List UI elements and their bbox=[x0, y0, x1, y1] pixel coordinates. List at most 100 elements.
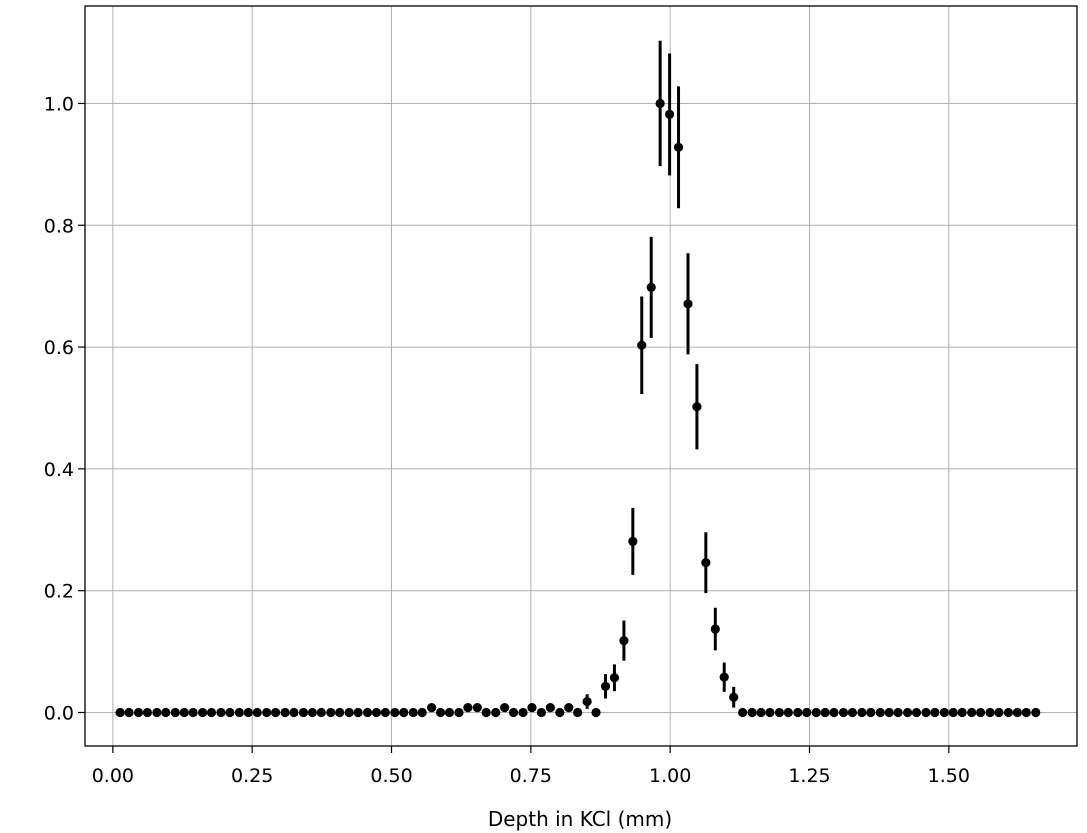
data-point bbox=[454, 707, 464, 718]
data-point bbox=[326, 707, 336, 718]
data-point bbox=[435, 707, 446, 718]
data-point bbox=[902, 707, 913, 718]
data-point bbox=[701, 558, 711, 568]
data-point bbox=[380, 707, 390, 718]
data-point bbox=[399, 707, 409, 718]
y-axis-ticks: 0.0 0.2 0.4 0.6 0.8 1.0 bbox=[44, 93, 85, 725]
data-point bbox=[353, 707, 363, 718]
y-tick-label: 0.0 bbox=[44, 703, 74, 725]
data-point bbox=[838, 707, 849, 718]
data-point bbox=[628, 536, 638, 546]
data-point bbox=[142, 707, 153, 718]
data-point bbox=[765, 707, 775, 718]
data-point bbox=[161, 707, 171, 718]
x-axis-label: Depth in KCl (mm) bbox=[488, 807, 672, 831]
data-point bbox=[921, 707, 931, 718]
x-tick-label: 1.50 bbox=[928, 765, 970, 787]
data-point bbox=[600, 681, 611, 691]
data-point bbox=[197, 707, 208, 718]
data-point bbox=[609, 673, 620, 683]
data-point bbox=[417, 707, 427, 718]
data-point bbox=[555, 707, 565, 718]
data-point bbox=[994, 707, 1004, 718]
data-point bbox=[225, 707, 235, 718]
data-point bbox=[262, 707, 272, 718]
data-point bbox=[472, 703, 482, 713]
data-point bbox=[637, 340, 647, 350]
data-point bbox=[619, 636, 629, 646]
data-point bbox=[802, 707, 812, 718]
data-point bbox=[444, 707, 455, 718]
data-point bbox=[866, 707, 876, 718]
data-point bbox=[500, 703, 510, 713]
data-point bbox=[591, 707, 601, 718]
data-point bbox=[390, 707, 400, 718]
data-point bbox=[719, 672, 729, 682]
data-point bbox=[975, 707, 986, 718]
data-point bbox=[298, 707, 309, 718]
data-point bbox=[1021, 707, 1031, 718]
data-point bbox=[756, 707, 766, 718]
data-point bbox=[564, 703, 574, 713]
data-point bbox=[463, 703, 473, 713]
data-point bbox=[893, 707, 903, 718]
data-point bbox=[985, 707, 995, 718]
data-point bbox=[408, 707, 418, 718]
data-point bbox=[948, 707, 958, 718]
x-tick-label: 1.00 bbox=[649, 765, 691, 787]
data-point bbox=[371, 707, 382, 718]
data-point bbox=[491, 707, 501, 718]
data-point bbox=[536, 707, 547, 718]
data-point bbox=[875, 707, 885, 718]
grid-lines bbox=[85, 6, 1077, 746]
data-point bbox=[582, 696, 592, 707]
data-point bbox=[427, 703, 437, 713]
data-point bbox=[573, 707, 583, 718]
x-axis-ticks: 0.00 0.25 0.50 0.75 1.00 1.25 1.50 bbox=[92, 746, 970, 787]
data-point bbox=[829, 707, 839, 718]
data-point bbox=[911, 707, 922, 718]
y-tick-label: 0.8 bbox=[44, 215, 74, 237]
data-point bbox=[665, 109, 675, 120]
y-tick-label: 0.6 bbox=[44, 337, 74, 359]
data-point bbox=[252, 707, 262, 718]
data-point bbox=[124, 707, 134, 718]
x-tick-label: 0.50 bbox=[370, 765, 412, 787]
data-point bbox=[811, 707, 821, 718]
data-point bbox=[847, 707, 858, 718]
data-point bbox=[683, 299, 693, 309]
data-point bbox=[820, 707, 830, 718]
data-point bbox=[545, 703, 555, 713]
data-point bbox=[270, 707, 281, 718]
data-point bbox=[747, 707, 757, 718]
data-point bbox=[655, 98, 665, 109]
data-point bbox=[179, 707, 189, 718]
data-point bbox=[729, 692, 739, 702]
data-point bbox=[518, 707, 528, 718]
data-point bbox=[1003, 707, 1014, 718]
data-point bbox=[646, 282, 656, 292]
data-point bbox=[243, 707, 253, 718]
data-point bbox=[939, 707, 949, 718]
data-point bbox=[216, 707, 226, 718]
y-tick-label: 1.0 bbox=[44, 93, 74, 115]
data-point bbox=[289, 707, 299, 718]
data-point bbox=[344, 707, 354, 718]
data-point bbox=[738, 707, 748, 718]
data-point bbox=[884, 707, 894, 718]
data-point bbox=[783, 707, 793, 718]
data-point bbox=[481, 707, 491, 718]
data-point bbox=[967, 707, 977, 718]
data-point bbox=[133, 707, 144, 718]
data-point bbox=[234, 707, 244, 718]
data-point bbox=[673, 142, 684, 152]
y-tick-label: 0.4 bbox=[44, 459, 74, 481]
data-point bbox=[710, 624, 720, 634]
data-point bbox=[1031, 707, 1041, 718]
data-point bbox=[115, 707, 125, 718]
data-point bbox=[508, 707, 519, 718]
data-point bbox=[170, 707, 180, 718]
y-tick-label: 0.2 bbox=[44, 581, 74, 603]
data-point bbox=[206, 707, 217, 718]
